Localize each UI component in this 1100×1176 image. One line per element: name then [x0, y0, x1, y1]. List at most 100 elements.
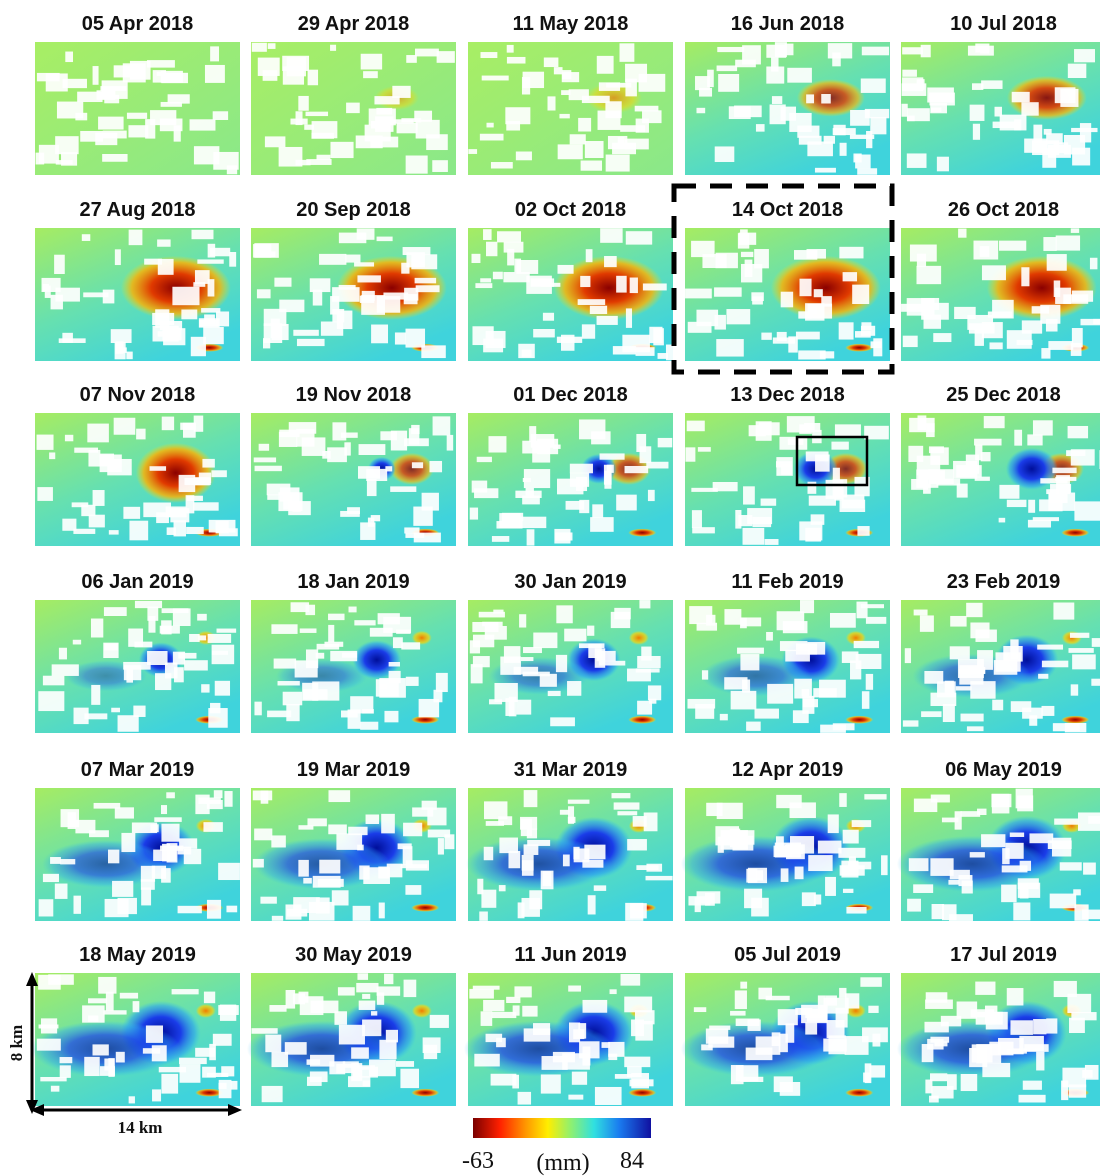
no-data-patch	[814, 289, 823, 297]
no-data-patch	[251, 1028, 277, 1034]
no-data-patch	[353, 1067, 378, 1078]
no-data-patch	[348, 827, 367, 835]
no-data-patch	[761, 333, 771, 340]
no-data-patch	[852, 285, 869, 304]
no-data-patch	[226, 906, 237, 913]
no-data-patch	[911, 479, 928, 490]
no-data-patch	[216, 311, 229, 326]
no-data-patch	[318, 879, 344, 887]
no-data-patch	[702, 254, 726, 268]
no-data-patch	[254, 702, 261, 716]
no-data-patch	[841, 861, 858, 878]
no-data-patch	[774, 846, 793, 857]
no-data-patch	[1046, 1018, 1057, 1033]
no-data-patch	[163, 328, 185, 345]
no-data-patch	[832, 52, 841, 66]
map-panel: 18 Jan 2019	[251, 571, 456, 733]
no-data-patch	[843, 889, 853, 893]
no-data-patch	[902, 70, 917, 77]
no-data-patch	[499, 885, 506, 891]
no-data-patch	[422, 493, 439, 511]
no-data-patch	[433, 416, 451, 435]
no-data-patch	[433, 690, 442, 702]
no-data-patch	[796, 332, 820, 340]
no-data-patch	[637, 656, 660, 668]
no-data-patch	[917, 415, 926, 430]
no-data-patch	[516, 700, 531, 715]
no-data-patch	[568, 806, 574, 824]
no-data-patch	[75, 113, 87, 121]
map-panel: 19 Nov 2018	[251, 384, 456, 546]
no-data-patch	[429, 461, 442, 472]
no-data-patch	[98, 117, 124, 130]
no-data-patch	[114, 418, 136, 435]
no-data-patch	[772, 96, 782, 104]
no-data-patch	[973, 124, 980, 140]
no-data-patch	[901, 104, 907, 117]
no-data-patch	[161, 805, 167, 814]
no-data-patch	[409, 428, 419, 445]
no-data-patch	[329, 1061, 345, 1074]
no-data-patch	[197, 614, 207, 621]
no-data-patch	[184, 849, 201, 864]
no-data-patch	[415, 278, 437, 284]
no-data-patch	[697, 623, 717, 631]
panel-title: 11 May 2018	[513, 13, 629, 35]
no-data-patch	[272, 916, 283, 921]
no-data-patch	[389, 671, 401, 683]
no-data-patch	[807, 642, 825, 655]
no-data-patch	[741, 617, 761, 626]
no-data-patch	[481, 1011, 493, 1026]
no-data-patch	[308, 70, 318, 86]
no-data-patch	[689, 606, 712, 624]
no-data-patch	[213, 1034, 232, 1046]
no-data-patch	[260, 897, 276, 904]
no-data-patch	[217, 629, 237, 633]
no-data-patch	[568, 1095, 583, 1100]
no-data-patch	[582, 324, 595, 338]
colorbar	[473, 1118, 651, 1138]
no-data-patch	[522, 1006, 537, 1017]
no-data-patch	[920, 615, 934, 631]
no-data-patch	[802, 689, 810, 696]
no-data-patch	[181, 309, 197, 319]
no-data-patch	[111, 708, 120, 713]
no-data-patch	[360, 522, 375, 540]
panel-title: 19 Mar 2019	[297, 759, 410, 781]
no-data-patch	[974, 439, 1001, 446]
no-data-patch	[1042, 706, 1055, 716]
no-data-patch	[630, 278, 638, 294]
no-data-patch	[626, 308, 632, 327]
panel-title: 19 Nov 2018	[296, 384, 412, 406]
no-data-patch	[438, 838, 444, 854]
no-data-patch	[231, 1081, 238, 1090]
no-data-patch	[554, 529, 570, 544]
no-data-patch	[755, 709, 779, 719]
no-data-patch	[416, 285, 440, 292]
no-data-patch	[279, 300, 304, 312]
no-data-patch	[204, 992, 215, 1004]
no-data-patch	[298, 96, 308, 111]
no-data-patch	[601, 1042, 609, 1048]
no-data-patch	[735, 60, 756, 68]
colorbar-min: -63	[462, 1148, 494, 1174]
no-data-patch	[216, 521, 229, 533]
no-data-patch	[106, 992, 114, 1011]
no-data-patch	[319, 860, 340, 874]
no-data-patch	[903, 336, 918, 347]
no-data-patch	[481, 890, 496, 908]
no-data-patch	[1056, 235, 1080, 250]
no-data-patch	[1078, 812, 1100, 830]
no-data-patch	[828, 1035, 845, 1054]
no-data-patch	[1080, 319, 1100, 325]
no-data-patch	[1068, 648, 1093, 653]
no-data-patch	[267, 494, 279, 499]
no-data-patch	[404, 294, 418, 304]
no-data-patch	[274, 659, 296, 669]
no-data-patch	[208, 634, 232, 643]
no-data-patch	[581, 161, 602, 171]
no-data-patch	[93, 66, 99, 85]
no-data-patch	[610, 989, 617, 994]
no-data-patch	[345, 255, 360, 263]
no-data-patch	[698, 447, 711, 452]
